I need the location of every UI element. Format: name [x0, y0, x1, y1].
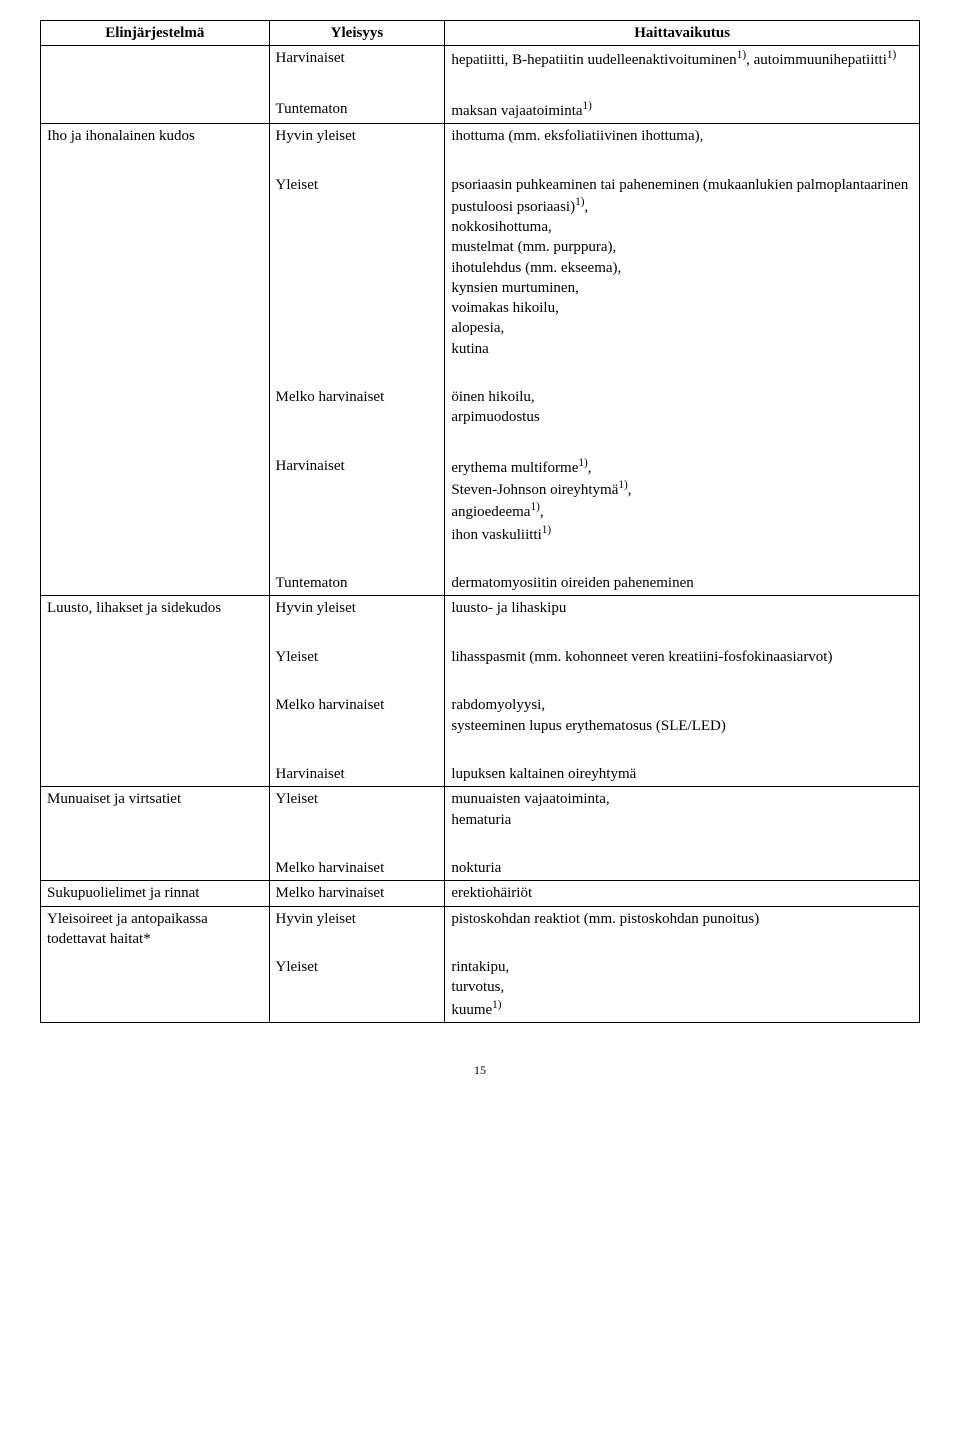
header-frequency: Yleisyys [269, 21, 445, 46]
table-row: Munuaiset ja virtsatietYleisetmunuaisten… [41, 787, 920, 832]
frequency-cell [269, 931, 445, 955]
effect-cell: öinen hikoilu,arpimuodostus [445, 385, 920, 430]
effect-cell [445, 148, 920, 172]
frequency-cell: Melko harvinaiset [269, 693, 445, 738]
system-cell: Luusto, lihakset ja sidekudos [41, 596, 270, 787]
frequency-cell: Tuntematon [269, 571, 445, 596]
effect-cell: pistoskohdan reaktiot (mm. pistoskohdan … [445, 906, 920, 931]
frequency-cell [269, 669, 445, 693]
table-row: Yleisoireet ja antopaikassa todettavat h… [41, 906, 920, 931]
header-system: Elinjärjestelmä [41, 21, 270, 46]
effect-cell: luusto- ja lihaskipu [445, 596, 920, 621]
adverse-effects-table: Elinjärjestelmä Yleisyys Haittavaikutus … [40, 20, 920, 1023]
effect-cell [445, 669, 920, 693]
frequency-cell: Harvinaiset [269, 762, 445, 787]
frequency-cell: Yleiset [269, 955, 445, 1022]
effect-cell [445, 621, 920, 645]
system-cell [41, 46, 270, 124]
frequency-cell: Tuntematon [269, 97, 445, 124]
frequency-cell: Melko harvinaiset [269, 856, 445, 881]
frequency-cell [269, 832, 445, 856]
effect-cell: psoriaasin puhkeaminen tai paheneminen (… [445, 173, 920, 361]
effect-cell: erektiohäiriöt [445, 881, 920, 906]
frequency-cell: Yleiset [269, 645, 445, 669]
frequency-cell [269, 621, 445, 645]
frequency-cell [269, 547, 445, 571]
frequency-cell [269, 738, 445, 762]
effect-cell: dermatomyosiitin oireiden paheneminen [445, 571, 920, 596]
effect-cell: lupuksen kaltainen oireyhtymä [445, 762, 920, 787]
effect-cell: ihottuma (mm. eksfoliatiivinen ihottuma)… [445, 124, 920, 149]
frequency-cell: Yleiset [269, 787, 445, 832]
frequency-cell [269, 430, 445, 454]
effect-cell: hepatiitti, B-hepatiitin uudelleenaktivo… [445, 46, 920, 73]
frequency-cell: Melko harvinaiset [269, 385, 445, 430]
frequency-cell [269, 361, 445, 385]
page-number: 15 [40, 1063, 920, 1078]
table-row: Sukupuolielimet ja rinnatMelko harvinais… [41, 881, 920, 906]
frequency-cell: Yleiset [269, 173, 445, 361]
frequency-cell: Harvinaiset [269, 454, 445, 547]
frequency-cell: Hyvin yleiset [269, 124, 445, 149]
frequency-cell [269, 73, 445, 97]
effect-cell: rintakipu,turvotus,kuume1) [445, 955, 920, 1022]
frequency-cell: Harvinaiset [269, 46, 445, 73]
effect-cell [445, 361, 920, 385]
frequency-cell [269, 148, 445, 172]
frequency-cell: Hyvin yleiset [269, 596, 445, 621]
effect-cell [445, 738, 920, 762]
system-cell: Yleisoireet ja antopaikassa todettavat h… [41, 906, 270, 1022]
effect-cell: rabdomyolyysi,systeeminen lupus erythema… [445, 693, 920, 738]
effect-cell: munuaisten vajaatoiminta,hematuria [445, 787, 920, 832]
system-cell: Sukupuolielimet ja rinnat [41, 881, 270, 906]
effect-cell [445, 931, 920, 955]
effect-cell: maksan vajaatoiminta1) [445, 97, 920, 124]
effect-cell: lihasspasmit (mm. kohonneet veren kreati… [445, 645, 920, 669]
effect-cell [445, 430, 920, 454]
page-container: Elinjärjestelmä Yleisyys Haittavaikutus … [40, 20, 920, 1078]
table-row: Iho ja ihonalainen kudosHyvin yleisetiho… [41, 124, 920, 149]
effect-cell [445, 547, 920, 571]
system-cell: Iho ja ihonalainen kudos [41, 124, 270, 596]
frequency-cell: Melko harvinaiset [269, 881, 445, 906]
system-cell: Munuaiset ja virtsatiet [41, 787, 270, 881]
effect-cell: nokturia [445, 856, 920, 881]
table-body: Harvinaisethepatiitti, B-hepatiitin uude… [41, 46, 920, 1023]
effect-cell [445, 73, 920, 97]
effect-cell [445, 832, 920, 856]
table-header-row: Elinjärjestelmä Yleisyys Haittavaikutus [41, 21, 920, 46]
table-row: Luusto, lihakset ja sidekudosHyvin yleis… [41, 596, 920, 621]
effect-cell: erythema multiforme1),Steven-Johnson oir… [445, 454, 920, 547]
table-row: Harvinaisethepatiitti, B-hepatiitin uude… [41, 46, 920, 73]
header-effect: Haittavaikutus [445, 21, 920, 46]
frequency-cell: Hyvin yleiset [269, 906, 445, 931]
